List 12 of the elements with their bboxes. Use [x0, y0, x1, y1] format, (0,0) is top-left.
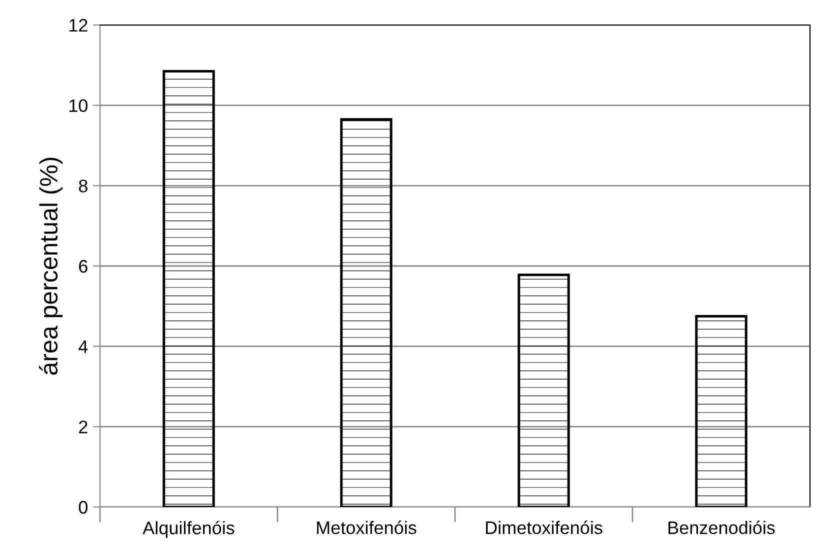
x-tick-label: Dimetoxifenóis — [486, 520, 602, 534]
x-tick-label: Metoxifenóis — [317, 520, 416, 534]
y-axis-title: área percentual (%) — [38, 158, 63, 375]
y-tick-label: 0 — [78, 500, 88, 514]
y-tick-label: 6 — [79, 260, 88, 273]
y-tick-label: 4 — [78, 340, 88, 353]
x-tick-label: Benzenodióis — [668, 520, 775, 534]
y-tick-label: 8 — [78, 180, 88, 192]
y-tick-label: 2 — [79, 420, 88, 434]
y-tick-label: 12 — [69, 18, 88, 32]
y-tick-label: 10 — [69, 99, 88, 112]
x-tick-label: Alquilfenóis — [142, 520, 234, 538]
